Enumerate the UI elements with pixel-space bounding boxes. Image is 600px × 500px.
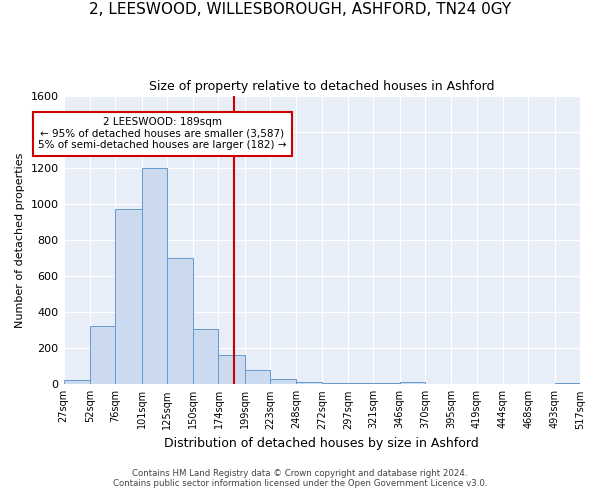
Title: Size of property relative to detached houses in Ashford: Size of property relative to detached ho… bbox=[149, 80, 494, 93]
Y-axis label: Number of detached properties: Number of detached properties bbox=[15, 152, 25, 328]
Bar bbox=[322, 382, 348, 384]
Bar bbox=[373, 382, 400, 384]
Bar bbox=[218, 356, 245, 384]
Text: Contains public sector information licensed under the Open Government Licence v3: Contains public sector information licen… bbox=[113, 478, 487, 488]
Bar bbox=[270, 379, 296, 384]
Bar bbox=[245, 370, 270, 384]
Bar bbox=[142, 168, 167, 384]
Bar bbox=[348, 382, 373, 384]
Bar bbox=[115, 210, 142, 384]
Bar bbox=[400, 382, 425, 384]
Bar bbox=[90, 326, 115, 384]
Bar bbox=[193, 330, 218, 384]
Bar bbox=[64, 380, 90, 384]
Bar bbox=[296, 382, 322, 384]
Text: Contains HM Land Registry data © Crown copyright and database right 2024.: Contains HM Land Registry data © Crown c… bbox=[132, 468, 468, 477]
Text: 2, LEESWOOD, WILLESBOROUGH, ASHFORD, TN24 0GY: 2, LEESWOOD, WILLESBOROUGH, ASHFORD, TN2… bbox=[89, 2, 511, 18]
Bar bbox=[555, 382, 580, 384]
Text: 2 LEESWOOD: 189sqm
← 95% of detached houses are smaller (3,587)
5% of semi-detac: 2 LEESWOOD: 189sqm ← 95% of detached hou… bbox=[38, 117, 286, 150]
Bar bbox=[167, 258, 193, 384]
X-axis label: Distribution of detached houses by size in Ashford: Distribution of detached houses by size … bbox=[164, 437, 479, 450]
